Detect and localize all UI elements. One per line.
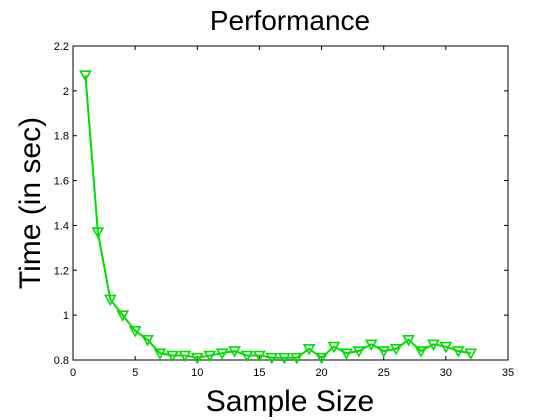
x-tick-label: 0 (70, 367, 76, 379)
data-point-marker (128, 326, 142, 338)
y-tick-label: 2 (63, 86, 69, 98)
x-tick-label: 25 (378, 367, 390, 379)
y-axis-label: Time (in sec) (14, 117, 47, 289)
data-point-marker (265, 352, 279, 365)
data-point-marker (141, 335, 154, 347)
y-tick-label: 1.8 (54, 131, 69, 143)
data-point-marker (190, 352, 204, 365)
data-point-marker (203, 350, 217, 363)
data-point-marker (91, 227, 105, 239)
data-point-marker (79, 70, 92, 82)
data-point-marker (253, 350, 266, 363)
data-point-marker (352, 346, 366, 358)
x-tick-label: 5 (132, 367, 138, 379)
y-tick-label: 1.2 (54, 265, 69, 277)
y-tick-label: 1.6 (54, 176, 69, 188)
data-point-marker (290, 352, 304, 365)
data-point-marker (402, 335, 415, 347)
data-point-marker (166, 350, 179, 363)
series-layer (79, 70, 478, 365)
y-tick-label: 1 (63, 310, 69, 322)
data-point-marker (451, 346, 465, 358)
x-axis-label: Sample Size (206, 385, 374, 418)
y-axis: 0.8 1 1.2 1.4 1.6 1.8 2 2.2 (54, 41, 508, 367)
y-tick-label: 0.8 (54, 355, 69, 367)
plot-area (72, 45, 509, 361)
data-point-marker (228, 346, 241, 358)
data-point-marker (240, 350, 254, 363)
data-point-marker (427, 339, 440, 351)
x-tick-label: 15 (253, 367, 265, 379)
data-point-marker (389, 343, 403, 356)
data-point-marker (277, 352, 291, 365)
x-tick-label: 35 (502, 367, 514, 379)
chart-title: Performance (210, 5, 370, 36)
data-point-marker (377, 346, 391, 358)
x-tick-label: 20 (315, 367, 327, 379)
data-point-marker (315, 352, 328, 365)
x-tick-label: 10 (191, 367, 203, 379)
data-point-marker (340, 348, 353, 360)
data-point-marker (302, 343, 316, 356)
y-tick-label: 2.2 (54, 41, 69, 53)
data-point-marker (364, 339, 378, 351)
y-tick-label: 1.4 (54, 220, 69, 232)
x-axis: 0 5 10 15 20 25 30 35 (70, 46, 514, 379)
data-point-marker (103, 294, 117, 307)
data-point-marker (153, 348, 167, 360)
x-tick-label: 30 (440, 367, 452, 379)
data-point-marker (327, 341, 341, 354)
data-point-marker (464, 348, 478, 360)
data-point-marker (439, 341, 453, 354)
data-point-marker (116, 310, 130, 322)
data-point-marker (414, 346, 428, 358)
data-point-marker (215, 348, 229, 360)
data-point-marker (178, 350, 192, 363)
